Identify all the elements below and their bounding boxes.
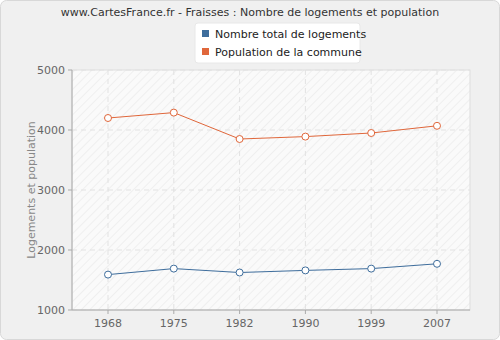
marker <box>434 122 441 129</box>
title: www.CartesFrance.fr - Fraisses : Nombre … <box>61 6 439 19</box>
tick-label: 1000 <box>37 304 65 317</box>
grid-line <box>72 250 470 251</box>
grid-line <box>437 70 438 310</box>
marker <box>105 115 112 122</box>
legend-swatch <box>202 48 209 55</box>
series-group <box>105 109 441 278</box>
tick <box>371 310 372 314</box>
tick-label: 1982 <box>226 317 254 330</box>
axis <box>72 310 470 311</box>
tick-label: 1990 <box>291 317 319 330</box>
legend: Nombre total de logements Population de l… <box>195 23 366 63</box>
tick-label: 3000 <box>37 184 65 197</box>
background <box>1 1 500 340</box>
marker <box>434 260 441 267</box>
marker <box>236 136 243 143</box>
legend-swatch <box>202 30 209 37</box>
grid-line <box>72 70 470 71</box>
tick-label: 1968 <box>94 317 122 330</box>
tick <box>68 310 72 311</box>
grid-line <box>173 70 174 310</box>
tick <box>437 310 438 314</box>
tick-label: 2000 <box>37 244 65 257</box>
marker <box>105 271 112 278</box>
marker <box>302 133 309 140</box>
tick-label: 4000 <box>37 124 65 137</box>
marker <box>170 109 177 116</box>
tick-label: 5000 <box>37 64 65 77</box>
tick <box>108 310 109 314</box>
tick-label: 1999 <box>357 317 385 330</box>
marker <box>368 265 375 272</box>
grid-line <box>371 70 372 310</box>
marker <box>302 267 309 274</box>
tick <box>239 310 240 314</box>
tick <box>68 250 72 251</box>
tick <box>305 310 306 314</box>
tick-label: 1975 <box>160 317 188 330</box>
tick <box>68 70 72 71</box>
marker <box>236 269 243 276</box>
legend-label: Population de la commune <box>215 46 362 59</box>
grid-line <box>72 310 470 311</box>
marker <box>170 265 177 272</box>
tick <box>173 310 174 314</box>
tick <box>68 190 72 191</box>
grid-line <box>72 130 470 131</box>
plot-area <box>72 70 470 310</box>
legend-label: Nombre total de logements <box>215 28 366 41</box>
tick <box>68 130 72 131</box>
line <box>108 113 437 139</box>
grid-line <box>72 190 470 191</box>
axis <box>72 70 73 310</box>
tick-label: 2007 <box>423 317 451 330</box>
marker <box>368 130 375 137</box>
axis-label: Logements et population <box>25 121 38 259</box>
line <box>108 264 437 275</box>
chart: www.CartesFrance.fr - Fraisses : Nombre … <box>0 0 500 340</box>
